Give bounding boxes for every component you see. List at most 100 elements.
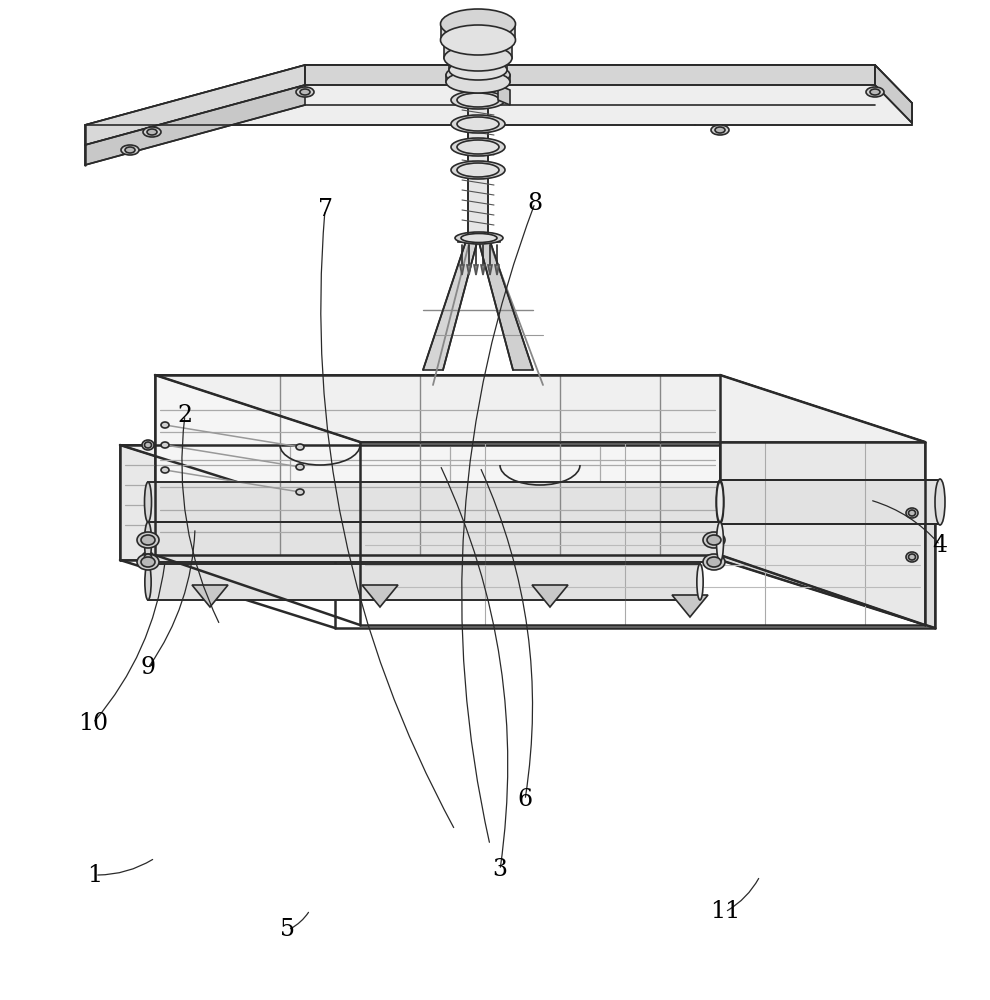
Polygon shape xyxy=(720,375,925,625)
Ellipse shape xyxy=(145,554,151,560)
Text: 9: 9 xyxy=(141,656,155,680)
Text: 10: 10 xyxy=(78,712,108,734)
Ellipse shape xyxy=(717,522,724,562)
Polygon shape xyxy=(532,585,568,607)
Ellipse shape xyxy=(296,489,304,495)
Polygon shape xyxy=(474,265,478,275)
Ellipse shape xyxy=(296,464,304,470)
Ellipse shape xyxy=(441,25,516,55)
Text: 1: 1 xyxy=(87,863,103,886)
Ellipse shape xyxy=(451,161,505,179)
Ellipse shape xyxy=(449,50,507,70)
Ellipse shape xyxy=(449,60,507,80)
Polygon shape xyxy=(148,564,700,600)
Ellipse shape xyxy=(300,89,310,95)
Ellipse shape xyxy=(707,535,721,545)
Ellipse shape xyxy=(457,117,499,131)
Polygon shape xyxy=(85,65,305,145)
Ellipse shape xyxy=(457,93,499,107)
Polygon shape xyxy=(155,375,925,442)
Text: 6: 6 xyxy=(518,788,533,812)
Ellipse shape xyxy=(457,163,499,177)
Ellipse shape xyxy=(906,508,918,518)
Ellipse shape xyxy=(446,71,510,93)
Ellipse shape xyxy=(717,482,724,522)
Ellipse shape xyxy=(145,522,151,562)
Ellipse shape xyxy=(137,554,159,570)
Polygon shape xyxy=(362,585,398,607)
Polygon shape xyxy=(488,265,492,275)
Ellipse shape xyxy=(455,232,503,244)
Ellipse shape xyxy=(451,91,505,109)
Ellipse shape xyxy=(870,89,880,95)
Ellipse shape xyxy=(161,467,169,473)
Ellipse shape xyxy=(137,532,159,548)
Ellipse shape xyxy=(715,127,725,133)
Ellipse shape xyxy=(457,140,499,154)
Ellipse shape xyxy=(142,552,154,562)
Polygon shape xyxy=(444,42,512,58)
Ellipse shape xyxy=(147,129,157,135)
Ellipse shape xyxy=(121,145,139,155)
Text: 8: 8 xyxy=(528,192,543,215)
Ellipse shape xyxy=(145,442,151,448)
Ellipse shape xyxy=(143,127,161,137)
Polygon shape xyxy=(85,85,305,165)
Polygon shape xyxy=(449,60,507,70)
Polygon shape xyxy=(458,238,500,242)
Polygon shape xyxy=(460,265,464,275)
Ellipse shape xyxy=(441,9,516,39)
Ellipse shape xyxy=(141,535,155,545)
Text: 3: 3 xyxy=(492,858,508,882)
Ellipse shape xyxy=(707,557,721,567)
Polygon shape xyxy=(467,265,471,275)
Ellipse shape xyxy=(444,29,512,55)
Polygon shape xyxy=(473,220,533,370)
Ellipse shape xyxy=(711,125,729,135)
Ellipse shape xyxy=(866,87,884,97)
Ellipse shape xyxy=(145,564,151,600)
Ellipse shape xyxy=(909,554,916,560)
Ellipse shape xyxy=(141,557,155,567)
Ellipse shape xyxy=(906,552,918,562)
Polygon shape xyxy=(423,220,483,370)
Text: 2: 2 xyxy=(177,403,193,426)
Polygon shape xyxy=(192,585,228,607)
Ellipse shape xyxy=(142,440,154,450)
Ellipse shape xyxy=(937,480,943,524)
Text: 4: 4 xyxy=(933,534,947,556)
Polygon shape xyxy=(720,445,935,628)
Polygon shape xyxy=(120,445,720,560)
Ellipse shape xyxy=(935,479,945,525)
Polygon shape xyxy=(720,480,940,524)
Polygon shape xyxy=(441,24,515,40)
Ellipse shape xyxy=(296,444,304,450)
Ellipse shape xyxy=(161,422,169,428)
Ellipse shape xyxy=(161,442,169,448)
Ellipse shape xyxy=(909,510,916,516)
Ellipse shape xyxy=(444,45,512,71)
Polygon shape xyxy=(468,80,488,240)
Ellipse shape xyxy=(446,64,510,86)
Polygon shape xyxy=(446,75,510,82)
Polygon shape xyxy=(148,522,720,562)
Polygon shape xyxy=(120,445,935,513)
Ellipse shape xyxy=(461,233,497,242)
Text: 7: 7 xyxy=(318,198,333,222)
Text: 11: 11 xyxy=(710,900,741,924)
Ellipse shape xyxy=(703,554,725,570)
Ellipse shape xyxy=(716,480,724,524)
Polygon shape xyxy=(875,65,912,123)
Ellipse shape xyxy=(703,532,725,548)
Ellipse shape xyxy=(451,115,505,133)
Ellipse shape xyxy=(451,138,505,156)
Polygon shape xyxy=(85,65,912,125)
Ellipse shape xyxy=(296,87,314,97)
Polygon shape xyxy=(305,65,875,85)
Polygon shape xyxy=(672,595,708,617)
Polygon shape xyxy=(495,265,499,275)
Polygon shape xyxy=(481,265,485,275)
Ellipse shape xyxy=(125,147,135,153)
Polygon shape xyxy=(148,482,720,522)
Ellipse shape xyxy=(145,482,151,522)
